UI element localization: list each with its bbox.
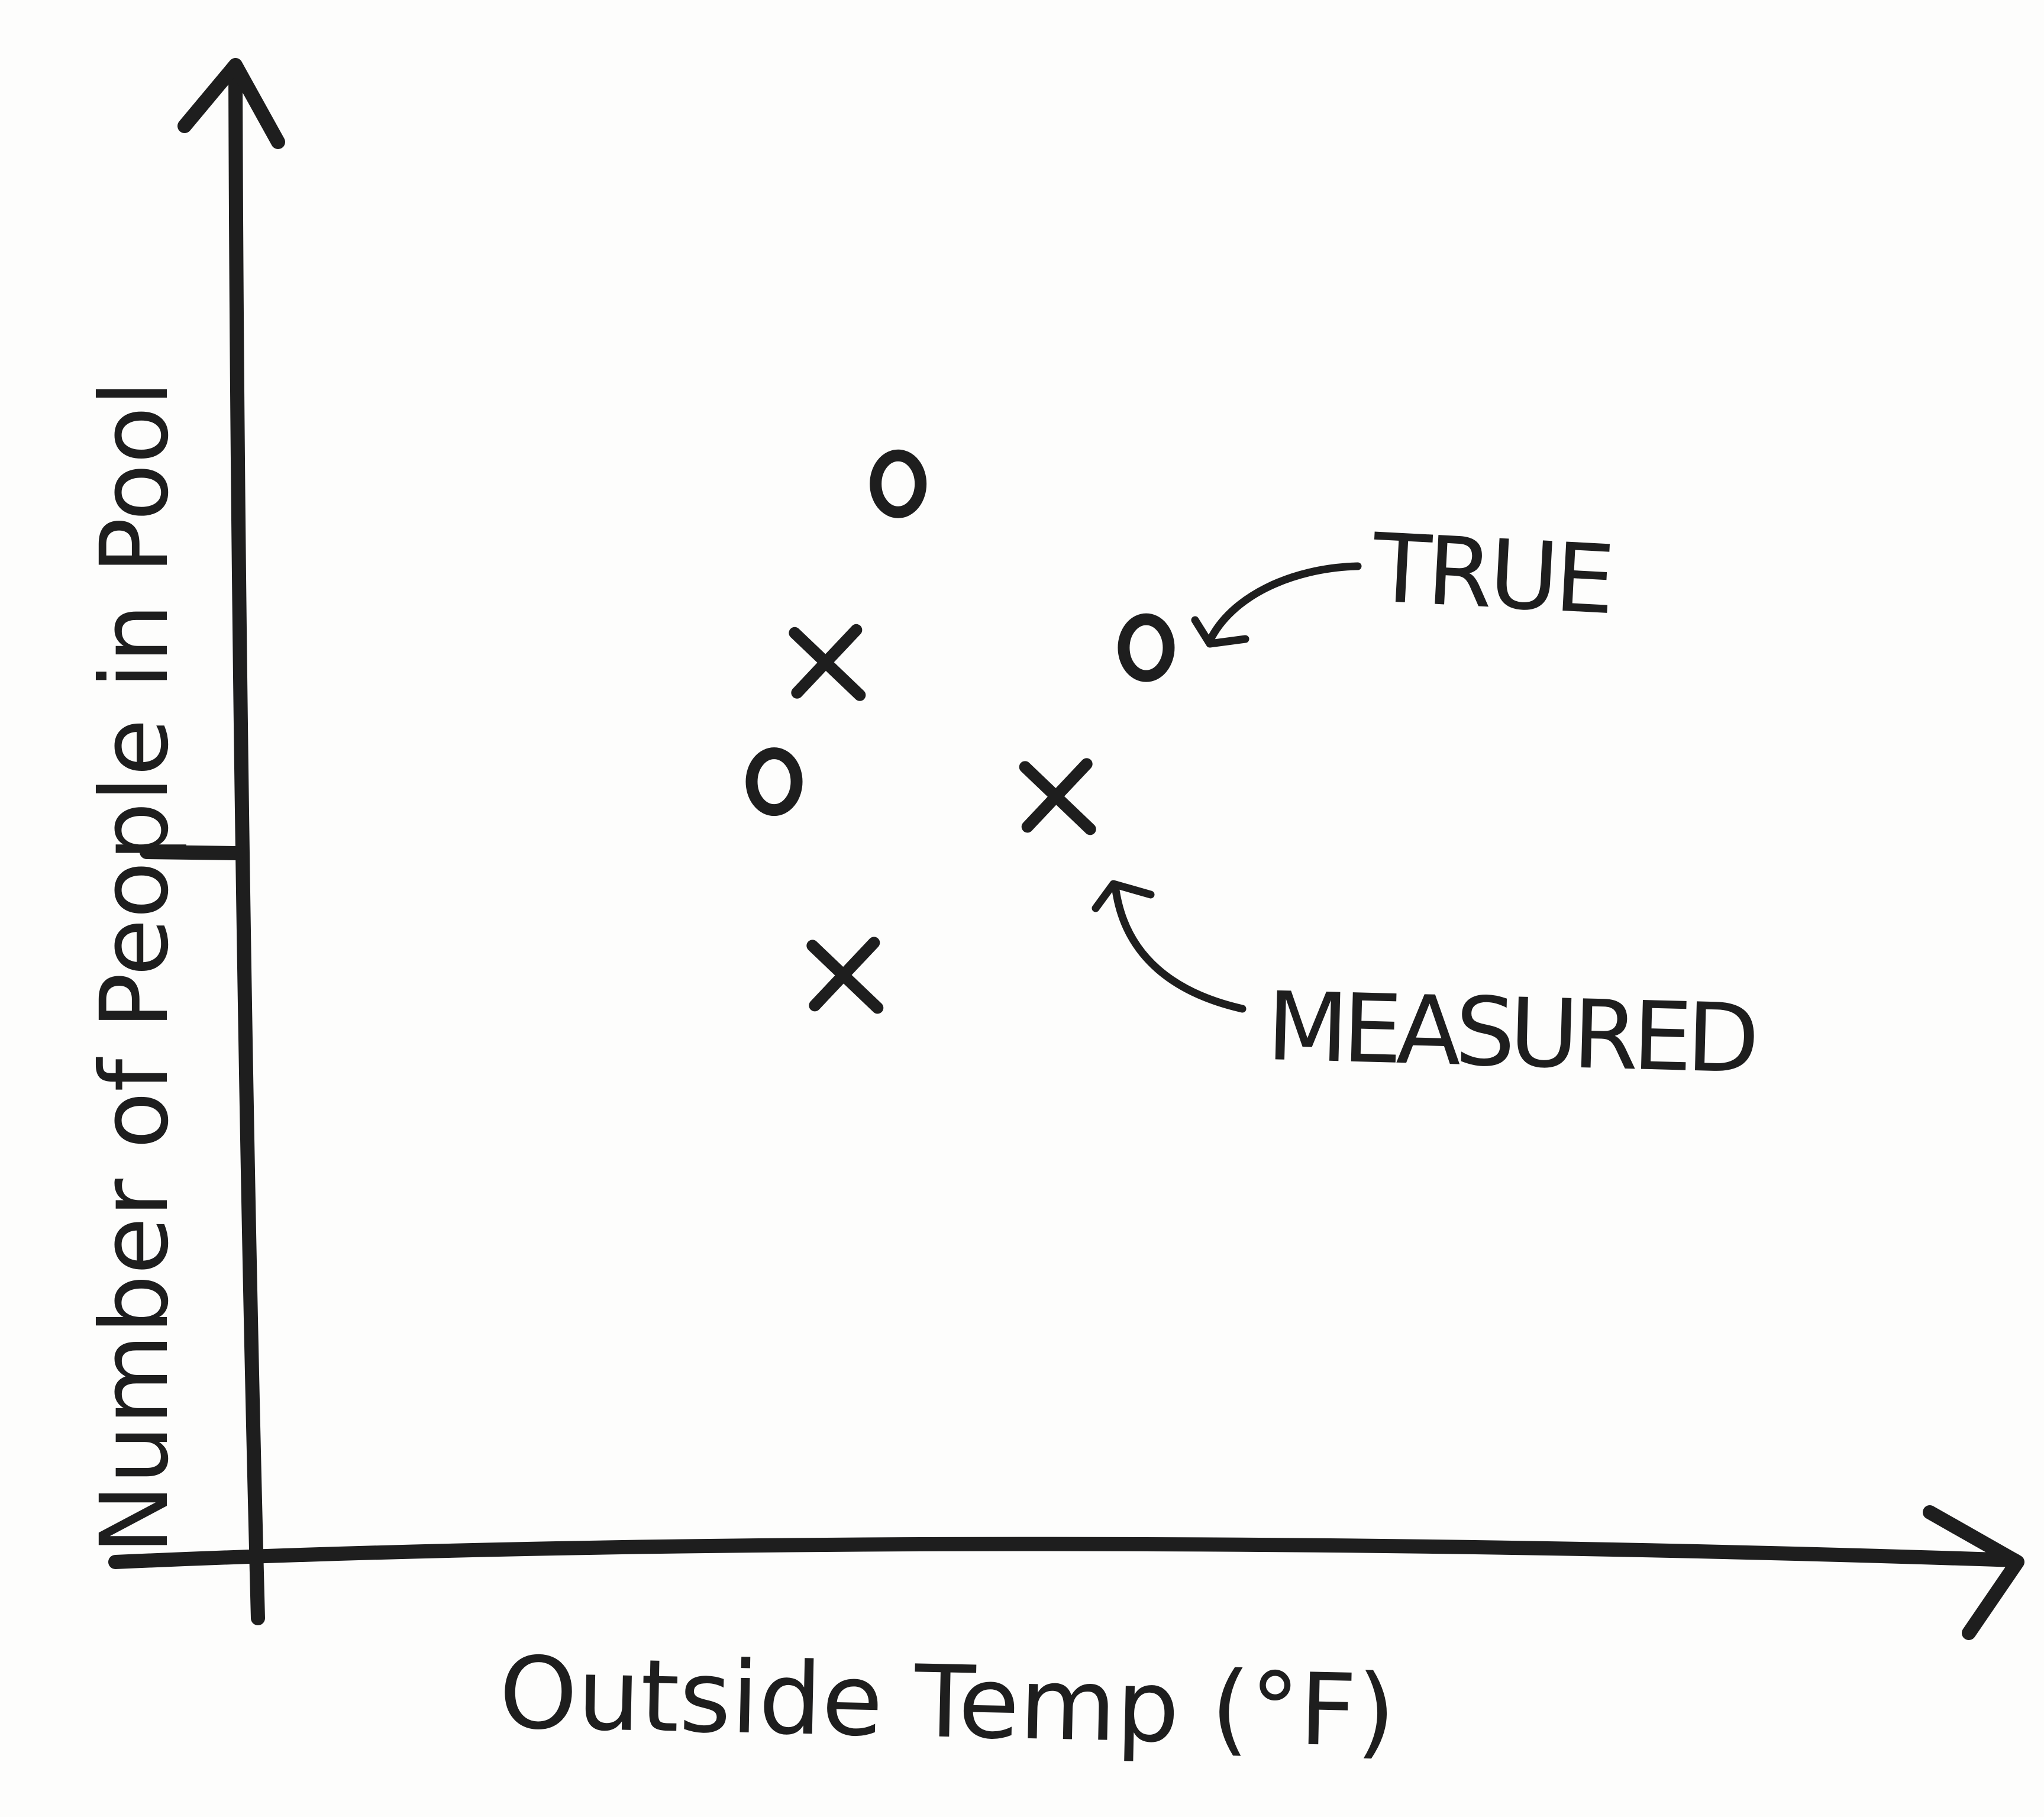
x-axis-title: Outside Temp (°F) xyxy=(498,1635,1397,1770)
true-point-marker xyxy=(745,747,803,816)
annotation-label-measured: MEASURED xyxy=(1265,971,1755,1094)
x-axis xyxy=(108,1505,2024,1640)
measured-point-marker xyxy=(806,937,884,1014)
y-axis-arrowhead xyxy=(177,58,285,149)
annotation-arrows xyxy=(1092,562,1362,1013)
data-marks xyxy=(745,449,1175,1014)
true-point-marker xyxy=(870,449,927,518)
x-axis-arrowhead xyxy=(1923,1505,2024,1640)
measured-point-marker xyxy=(1019,758,1096,835)
x-axis-line xyxy=(108,1537,2022,1569)
y-axis-line xyxy=(228,60,265,1625)
true-annotation-arrowhead xyxy=(1191,616,1249,648)
measured-annotation-arrowhead xyxy=(1092,880,1155,912)
measured-annotation-arrow xyxy=(1111,882,1247,1013)
y-axis-tick xyxy=(140,845,244,860)
true-point-marker xyxy=(1118,613,1175,682)
y-axis-title: Number of People in Pool xyxy=(80,380,189,1554)
true-annotation-arrow xyxy=(1206,562,1362,645)
annotation-label-true: TRUE xyxy=(1370,512,1614,635)
y-axis xyxy=(140,58,285,1625)
measured-point-marker xyxy=(789,624,866,701)
